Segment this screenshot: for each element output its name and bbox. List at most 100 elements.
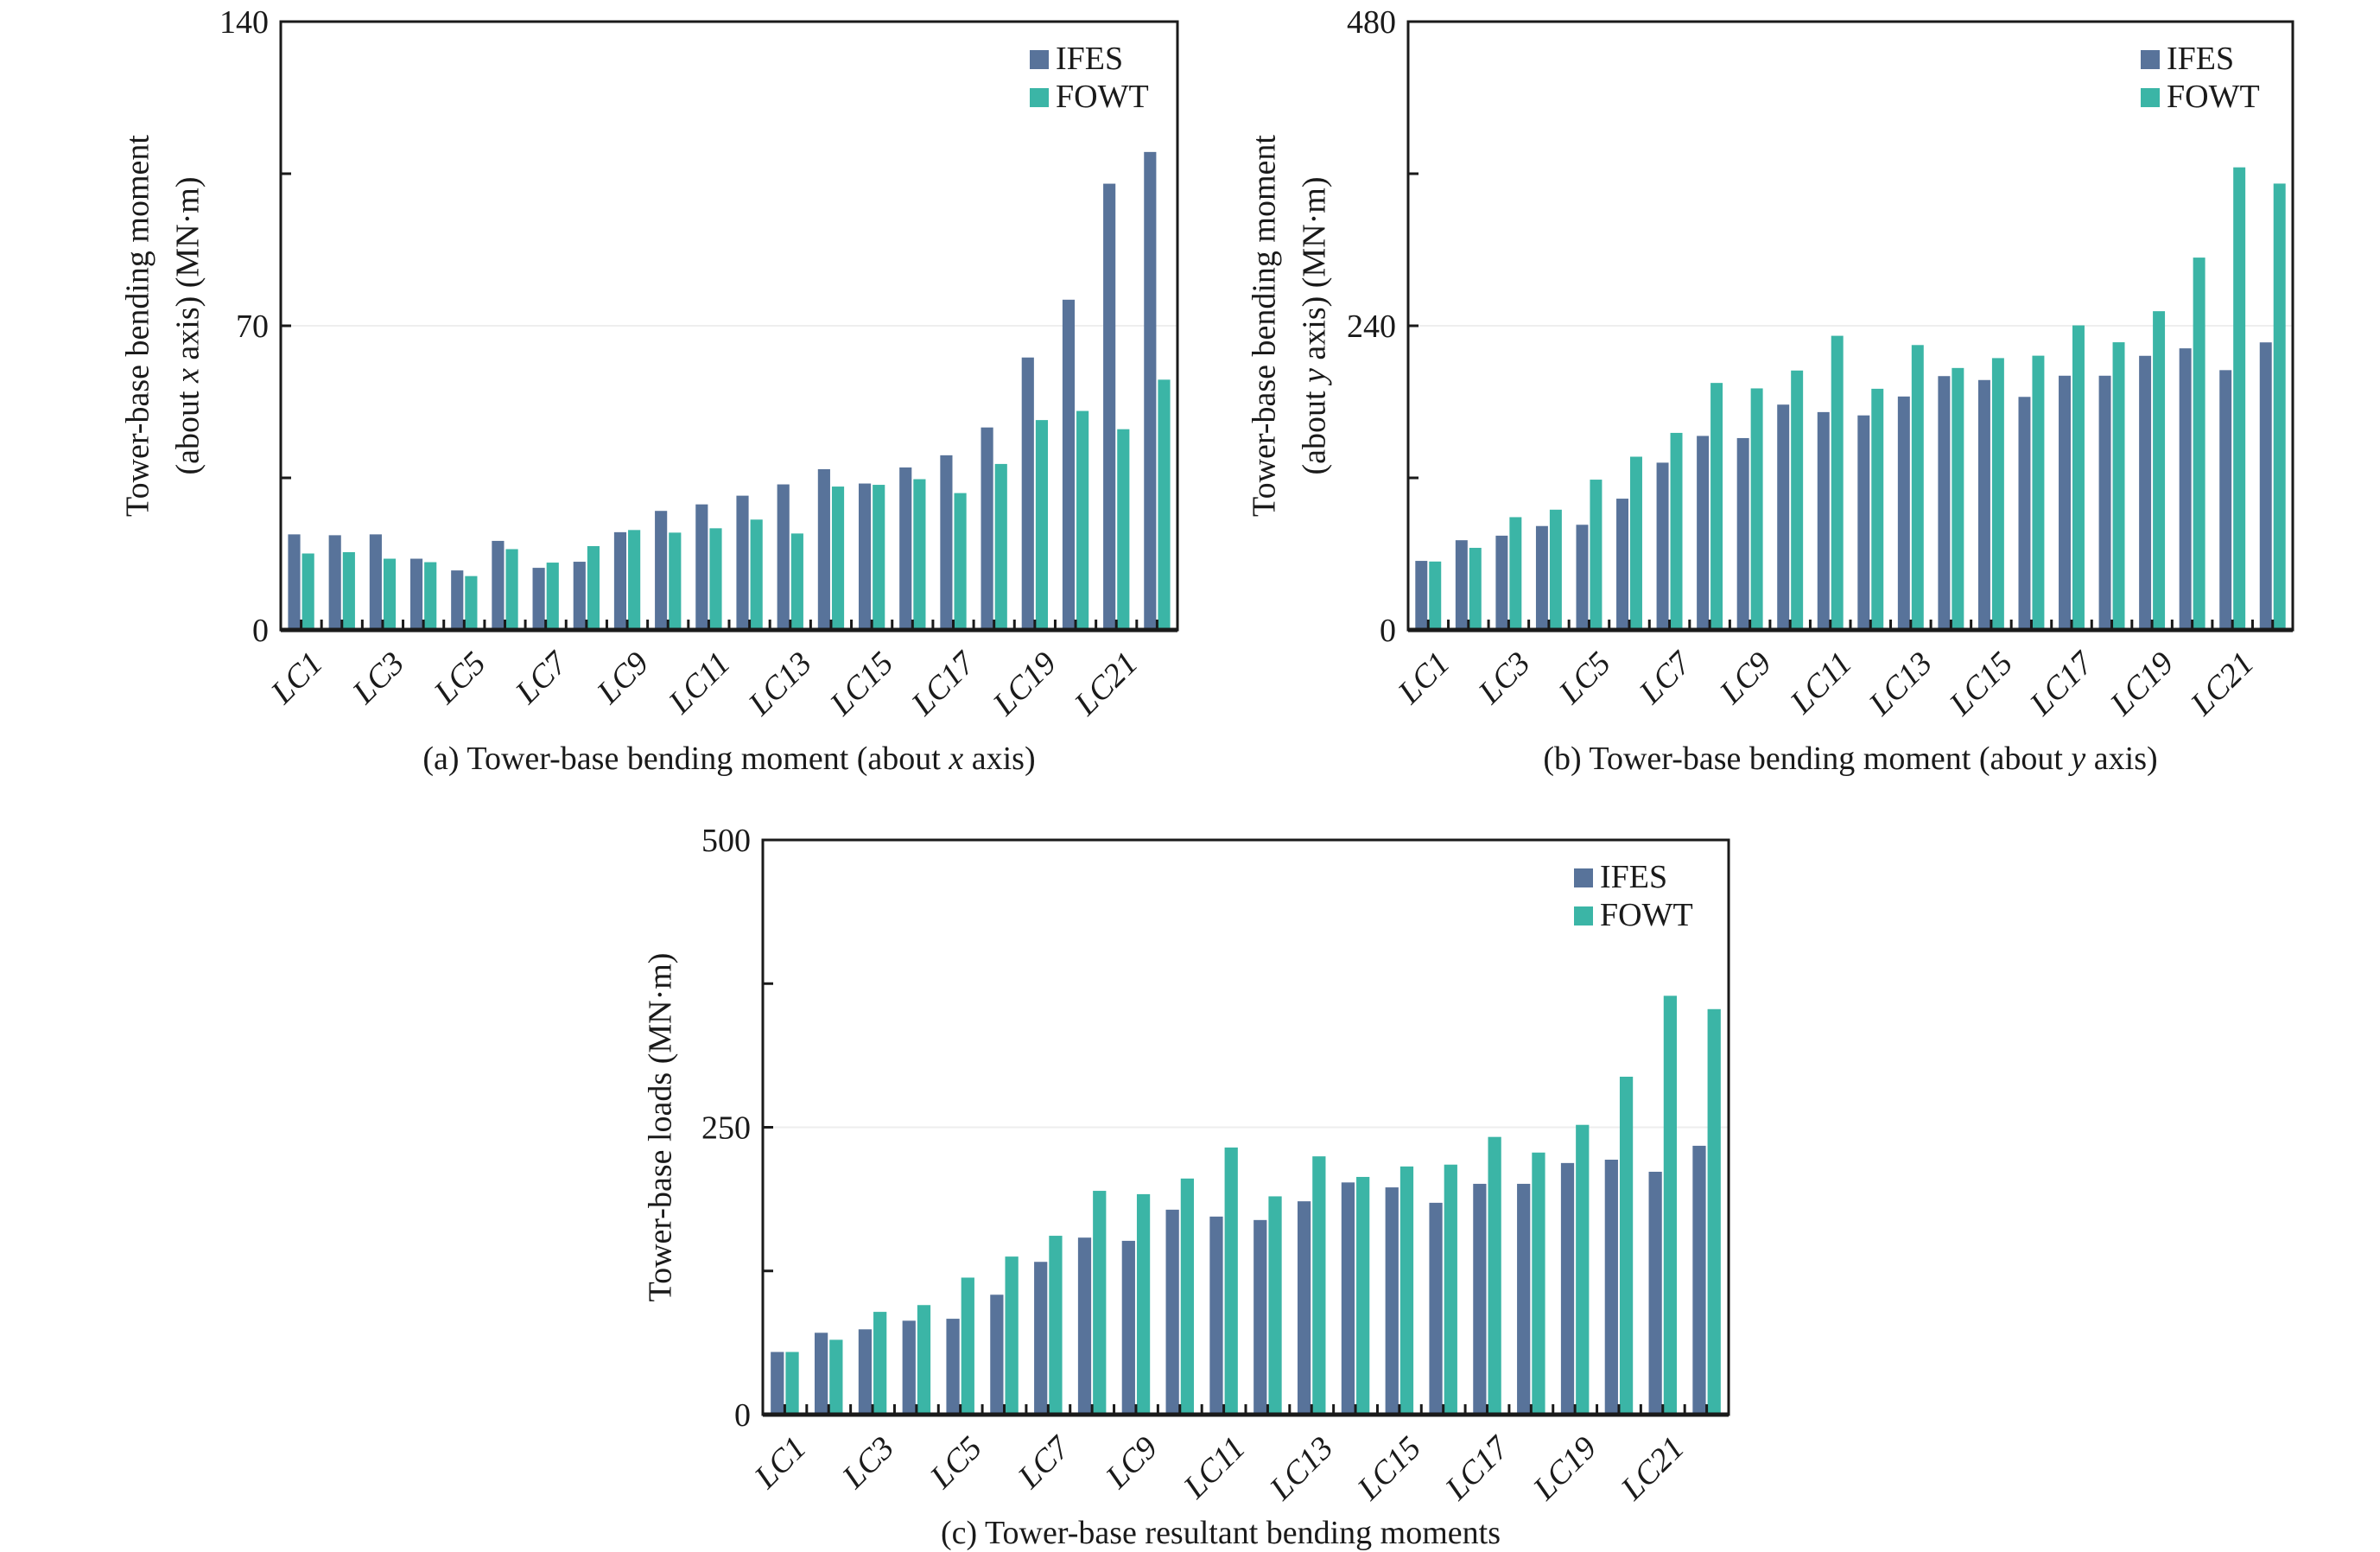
bar-fowt-lc8 bbox=[587, 545, 600, 630]
bar-ifes-lc6 bbox=[1616, 499, 1628, 630]
bar-fowt-lc11 bbox=[1831, 335, 1844, 630]
bar-fowt-lc4 bbox=[917, 1305, 931, 1415]
bar-fowt-lc13 bbox=[790, 533, 803, 630]
bar-fowt-lc20 bbox=[2193, 258, 2205, 630]
y-axis-title: (about x axis) (MN·m) bbox=[169, 176, 206, 474]
x-tick-label: LC19 bbox=[986, 645, 1063, 722]
bar-fowt-lc12 bbox=[1268, 1196, 1282, 1415]
legend-swatch-ifes bbox=[2141, 50, 2160, 69]
legend-label-ifes: IFES bbox=[1600, 859, 1667, 895]
bar-ifes-lc19 bbox=[1021, 357, 1034, 630]
bar-ifes-lc18 bbox=[2098, 375, 2111, 630]
bar-ifes-lc19 bbox=[2139, 355, 2152, 630]
bar-ifes-lc11 bbox=[1817, 411, 1830, 630]
bar-ifes-lc22 bbox=[1144, 151, 1157, 630]
bar-ifes-lc17 bbox=[2059, 375, 2071, 630]
bar-ifes-lc10 bbox=[1165, 1209, 1179, 1415]
chart-caption-part: x bbox=[948, 741, 963, 777]
bar-fowt-lc6 bbox=[1005, 1256, 1019, 1415]
bar-fowt-lc3 bbox=[1509, 517, 1522, 630]
bar-fowt-lc7 bbox=[1670, 432, 1683, 630]
bar-ifes-lc20 bbox=[2179, 348, 2192, 630]
bar-fowt-lc13 bbox=[1312, 1156, 1326, 1415]
bar-ifes-lc16 bbox=[899, 467, 912, 630]
bar-ifes-lc22 bbox=[2259, 342, 2272, 630]
bar-fowt-lc18 bbox=[1532, 1152, 1545, 1415]
bar-ifes-lc10 bbox=[655, 511, 668, 630]
y-axis-title: (about y axis) (MN·m) bbox=[1296, 176, 1332, 474]
x-tick-label: LC1 bbox=[263, 645, 330, 711]
bar-fowt-lc16 bbox=[1444, 1164, 1457, 1415]
bar-ifes-lc14 bbox=[817, 468, 830, 630]
bar-ifes-lc3 bbox=[858, 1329, 873, 1415]
bar-fowt-lc6 bbox=[505, 549, 518, 630]
legend-label-ifes: IFES bbox=[1056, 41, 1123, 77]
x-tick-label: LC19 bbox=[2103, 645, 2180, 722]
y-axis-title: Tower-base loads (MN·m) bbox=[642, 953, 678, 1302]
bar-ifes-lc20 bbox=[1604, 1160, 1618, 1415]
bar-fowt-lc17 bbox=[954, 493, 967, 630]
x-tick-label: LC15 bbox=[822, 645, 900, 722]
x-tick-label: LC7 bbox=[508, 644, 575, 711]
bar-fowt-lc6 bbox=[1630, 456, 1642, 630]
bar-fowt-lc11 bbox=[709, 528, 722, 630]
bar-fowt-lc5 bbox=[961, 1277, 974, 1415]
bar-ifes-lc4 bbox=[1535, 525, 1548, 630]
bar-fowt-lc22 bbox=[1707, 1008, 1721, 1415]
legend-swatch-ifes bbox=[1574, 868, 1593, 887]
bar-fowt-lc16 bbox=[2032, 355, 2045, 630]
chart-caption: (a) Tower-base bending moment (about x a… bbox=[422, 741, 1035, 777]
bar-fowt-lc1 bbox=[301, 553, 314, 630]
legend-swatch-fowt bbox=[1030, 88, 1049, 107]
bar-fowt-lc12 bbox=[750, 519, 763, 630]
bar-fowt-lc4 bbox=[1549, 509, 1562, 630]
x-tick-label: LC21 bbox=[2183, 645, 2261, 722]
x-tick-label: LC3 bbox=[345, 645, 411, 711]
chart-caption: (c) Tower-base resultant bending moments bbox=[941, 1515, 1501, 1551]
legend-label-fowt: FOWT bbox=[1056, 79, 1149, 115]
bar-ifes-lc18 bbox=[1517, 1183, 1531, 1415]
bar-fowt-lc5 bbox=[465, 576, 478, 630]
y-tick-label: 0 bbox=[734, 1397, 751, 1434]
legend-label-ifes: IFES bbox=[2167, 41, 2234, 77]
bar-ifes-lc14 bbox=[1938, 376, 1951, 630]
bar-ifes-lc15 bbox=[858, 483, 872, 630]
y-axis-title-part: Tower-base bending moment bbox=[1246, 135, 1282, 517]
y-axis-title-part: (about bbox=[1296, 383, 1332, 475]
bar-fowt-lc22 bbox=[2273, 183, 2286, 630]
bar-ifes-lc16 bbox=[1429, 1202, 1443, 1415]
bar-ifes-lc8 bbox=[573, 562, 586, 630]
bar-fowt-lc10 bbox=[1791, 370, 1804, 630]
bar-ifes-lc21 bbox=[1103, 183, 1116, 630]
bar-fowt-lc14 bbox=[1952, 367, 1964, 630]
chart-caption-part: (c) Tower-base resultant bending moments bbox=[941, 1515, 1501, 1551]
bar-ifes-lc14 bbox=[1341, 1182, 1355, 1415]
bar-fowt-lc16 bbox=[913, 479, 926, 630]
bar-fowt-lc17 bbox=[1488, 1136, 1501, 1415]
bar-ifes-lc3 bbox=[1495, 535, 1508, 630]
bar-fowt-lc13 bbox=[1911, 345, 1924, 630]
legend-swatch-fowt bbox=[2141, 88, 2160, 107]
y-tick-label: 70 bbox=[236, 308, 269, 345]
bar-ifes-lc2 bbox=[814, 1333, 828, 1415]
bar-fowt-lc8 bbox=[1710, 383, 1723, 630]
chart-caption-part: (b) Tower-base bending moment (about bbox=[1543, 741, 2071, 777]
bar-ifes-lc4 bbox=[902, 1320, 916, 1415]
y-tick-label: 0 bbox=[252, 613, 269, 649]
x-tick-label: LC11 bbox=[1177, 1429, 1253, 1505]
bar-fowt-lc19 bbox=[1576, 1124, 1590, 1415]
bar-ifes-lc13 bbox=[777, 484, 790, 630]
bar-fowt-lc4 bbox=[424, 562, 437, 630]
bar-fowt-lc9 bbox=[628, 530, 641, 630]
x-tick-label: LC7 bbox=[1632, 644, 1699, 711]
bar-ifes-lc15 bbox=[1977, 379, 1990, 630]
bar-ifes-lc10 bbox=[1777, 404, 1790, 630]
y-tick-label: 250 bbox=[701, 1110, 751, 1147]
y-tick-label: 0 bbox=[1380, 613, 1396, 649]
bar-fowt-lc1 bbox=[785, 1352, 799, 1415]
bar-fowt-lc5 bbox=[1590, 480, 1603, 630]
bar-ifes-lc1 bbox=[1415, 561, 1428, 630]
legend-swatch-ifes bbox=[1030, 50, 1049, 69]
bar-ifes-lc7 bbox=[1656, 462, 1669, 630]
